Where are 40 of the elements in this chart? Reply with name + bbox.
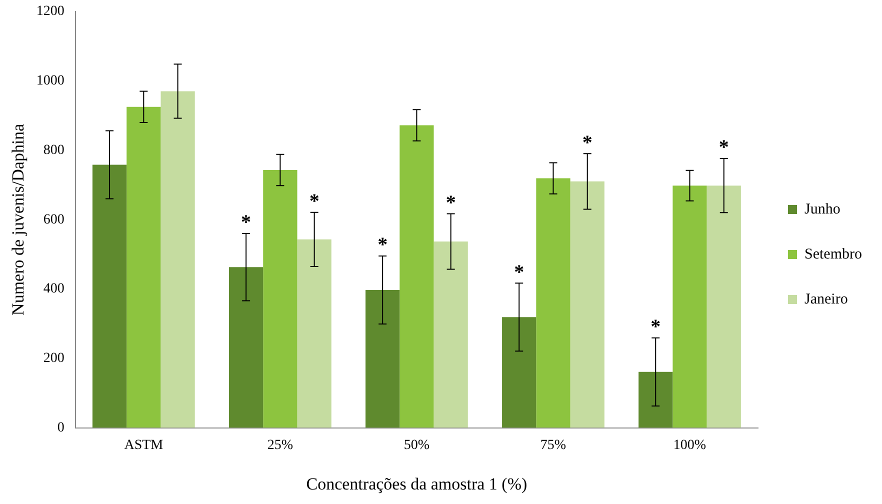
x-tick-label: 25% [267, 438, 294, 453]
bar [366, 290, 400, 428]
bar [638, 372, 673, 428]
data-label: * [309, 190, 320, 212]
bar [502, 317, 536, 428]
y-tick-label: 800 [43, 142, 64, 158]
bar [160, 91, 195, 428]
y-tick-label: 600 [43, 212, 64, 228]
y-tick-label: 200 [43, 351, 64, 366]
bar [297, 239, 332, 428]
data-label: * [650, 316, 661, 338]
x-tick-label: 50% [404, 438, 430, 453]
y-tick-label: 0 [57, 420, 64, 436]
data-label: * [378, 234, 388, 256]
data-label: * [241, 212, 252, 234]
y-tick-label: 400 [43, 282, 64, 297]
bar [92, 164, 127, 428]
bar [706, 186, 741, 428]
legend-label: Junho [804, 201, 840, 218]
bar [400, 125, 434, 428]
bar [126, 106, 161, 428]
x-tick-label: 100% [673, 438, 706, 453]
x-tick-label: 75% [540, 438, 566, 453]
bar [672, 186, 707, 428]
y-axis-title: Numero de juvenis/Daphina [8, 123, 28, 316]
y-tick-label: 1000 [36, 73, 64, 88]
data-label: * [582, 132, 592, 154]
x-axis-title: Concentrações da amostra 1 (%) [306, 474, 528, 494]
x-tick-label: ASTM [124, 438, 164, 453]
y-tick-label: 1200 [36, 4, 64, 20]
legend-label: Janeiro [804, 291, 848, 308]
legend-label: Setembro [804, 246, 862, 262]
data-label: * [514, 261, 524, 284]
data-label: * [446, 192, 456, 214]
data-label: * [718, 136, 729, 159]
bar [228, 267, 264, 428]
bar [434, 241, 468, 428]
bar [263, 170, 298, 428]
bar [536, 178, 570, 428]
bar [570, 181, 604, 428]
